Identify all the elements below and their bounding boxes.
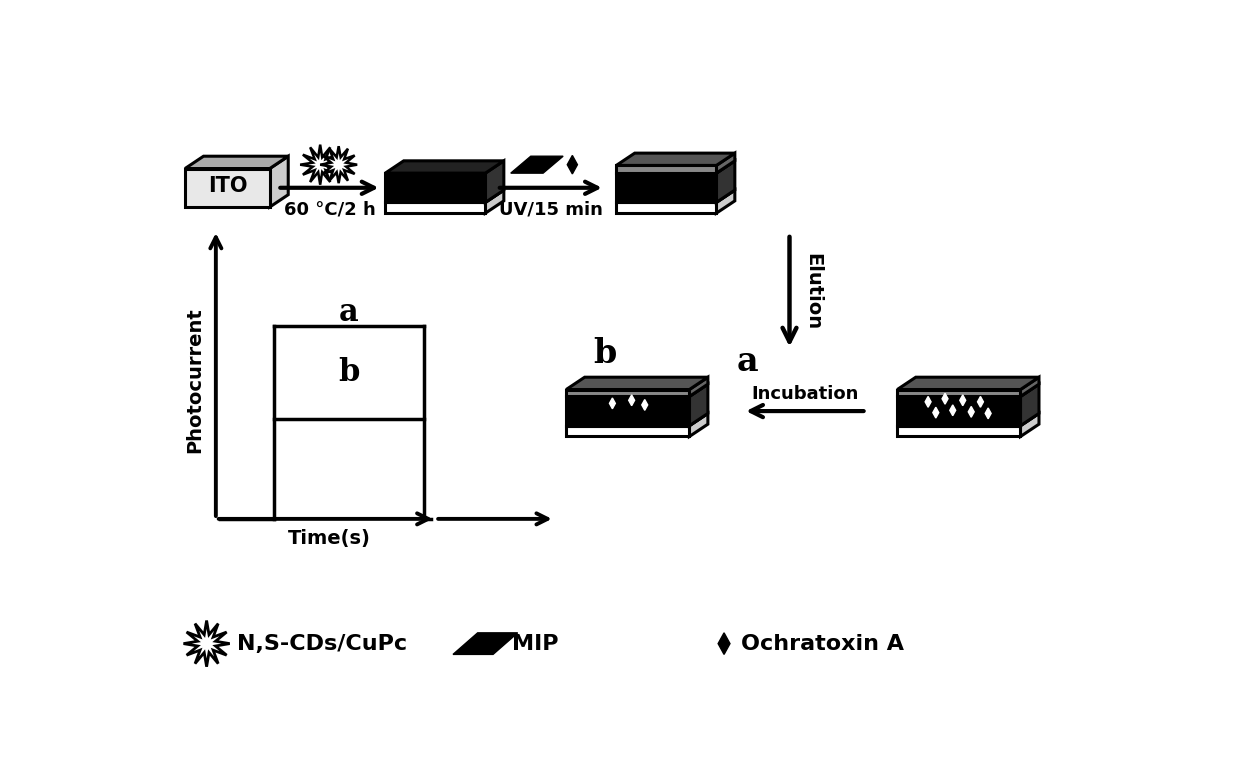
Polygon shape — [898, 396, 1021, 425]
Polygon shape — [386, 161, 503, 173]
Text: a: a — [737, 345, 758, 378]
Text: a: a — [339, 297, 358, 328]
Polygon shape — [567, 425, 689, 436]
Polygon shape — [616, 166, 717, 173]
Polygon shape — [629, 395, 635, 406]
Polygon shape — [689, 377, 708, 396]
Polygon shape — [1021, 414, 1039, 436]
Polygon shape — [185, 169, 270, 207]
Polygon shape — [1021, 384, 1039, 425]
Polygon shape — [986, 408, 991, 419]
Polygon shape — [609, 398, 615, 409]
Polygon shape — [717, 153, 735, 173]
Polygon shape — [616, 190, 735, 203]
Polygon shape — [320, 146, 357, 183]
Polygon shape — [616, 203, 717, 213]
Text: Incubation: Incubation — [751, 386, 858, 404]
Text: MIP: MIP — [512, 633, 559, 654]
Polygon shape — [567, 389, 689, 396]
Polygon shape — [898, 414, 1039, 425]
Polygon shape — [567, 377, 708, 389]
Polygon shape — [485, 190, 503, 213]
Polygon shape — [898, 389, 1021, 396]
Polygon shape — [968, 407, 975, 418]
Polygon shape — [386, 173, 485, 203]
Text: b: b — [593, 337, 616, 370]
Polygon shape — [925, 396, 931, 407]
Text: Time(s): Time(s) — [288, 529, 371, 547]
Polygon shape — [270, 156, 288, 207]
Text: ITO: ITO — [207, 176, 247, 196]
Polygon shape — [942, 393, 949, 404]
Polygon shape — [898, 377, 1039, 389]
Polygon shape — [977, 396, 983, 407]
Text: N,S-CDs/CuPc: N,S-CDs/CuPc — [237, 633, 408, 654]
Polygon shape — [642, 400, 647, 411]
Polygon shape — [689, 414, 708, 436]
Polygon shape — [386, 190, 503, 203]
Polygon shape — [1021, 377, 1039, 396]
Polygon shape — [718, 633, 730, 655]
Polygon shape — [932, 407, 939, 418]
Polygon shape — [386, 203, 485, 213]
Polygon shape — [960, 395, 966, 406]
Polygon shape — [185, 156, 288, 169]
Text: 60 °C/2 h: 60 °C/2 h — [284, 200, 376, 218]
Text: UV/15 min: UV/15 min — [498, 200, 603, 218]
Polygon shape — [616, 153, 735, 166]
Polygon shape — [485, 161, 503, 203]
Polygon shape — [184, 621, 229, 667]
Polygon shape — [950, 405, 956, 416]
Polygon shape — [717, 161, 735, 203]
Polygon shape — [898, 425, 1021, 436]
Polygon shape — [300, 145, 340, 185]
Polygon shape — [567, 396, 689, 425]
Polygon shape — [511, 156, 563, 173]
Polygon shape — [616, 161, 735, 173]
Polygon shape — [689, 384, 708, 425]
Polygon shape — [567, 156, 578, 174]
Polygon shape — [898, 384, 1039, 396]
Text: b: b — [339, 357, 360, 388]
Polygon shape — [567, 384, 708, 396]
Text: Ochratoxin A: Ochratoxin A — [742, 633, 904, 654]
Polygon shape — [453, 633, 517, 655]
Text: Elution: Elution — [804, 253, 822, 330]
Polygon shape — [717, 190, 735, 213]
Polygon shape — [567, 414, 708, 425]
Text: Photocurrent: Photocurrent — [185, 307, 203, 453]
Polygon shape — [616, 173, 717, 203]
